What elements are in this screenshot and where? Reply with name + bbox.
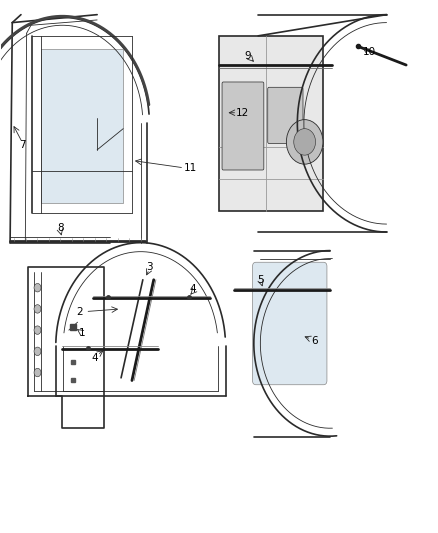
Circle shape <box>34 305 41 313</box>
Text: 4: 4 <box>92 353 98 362</box>
Circle shape <box>294 128 315 155</box>
Text: 9: 9 <box>244 51 251 61</box>
Text: 8: 8 <box>57 223 64 233</box>
FancyBboxPatch shape <box>222 82 264 170</box>
Text: 1: 1 <box>78 328 85 338</box>
Text: 4: 4 <box>190 284 196 294</box>
Circle shape <box>34 284 41 292</box>
Text: 10: 10 <box>363 47 376 56</box>
Text: 5: 5 <box>257 274 264 285</box>
Text: 3: 3 <box>146 262 153 271</box>
Circle shape <box>286 119 323 164</box>
Text: 7: 7 <box>19 140 25 150</box>
FancyBboxPatch shape <box>253 262 327 385</box>
FancyBboxPatch shape <box>268 87 303 143</box>
Circle shape <box>34 368 41 377</box>
Text: 2: 2 <box>76 306 83 317</box>
Polygon shape <box>41 49 123 203</box>
Circle shape <box>34 326 41 334</box>
Bar <box>219 36 323 211</box>
Text: 11: 11 <box>184 164 198 173</box>
Circle shape <box>34 347 41 356</box>
Text: 6: 6 <box>311 336 318 346</box>
Text: 12: 12 <box>237 108 250 118</box>
